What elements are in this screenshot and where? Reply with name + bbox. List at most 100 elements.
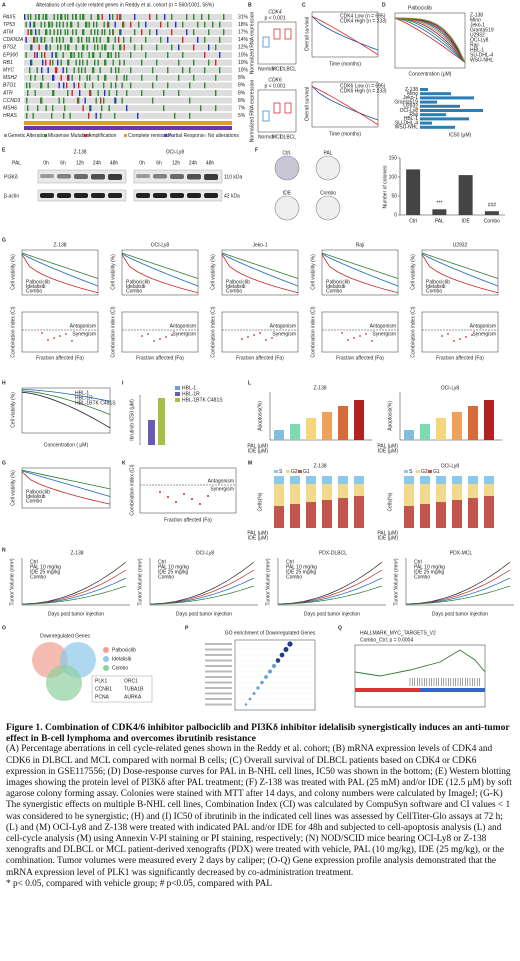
treatment-label: PAL <box>12 160 21 166</box>
ci-point <box>165 336 167 338</box>
alteration <box>164 14 166 20</box>
alteration <box>31 44 33 51</box>
alteration <box>130 36 132 43</box>
alteration <box>59 36 61 43</box>
alteration <box>182 52 184 58</box>
alteration <box>71 36 73 43</box>
axis-title: Cells(%) <box>257 492 263 511</box>
alteration <box>45 14 47 20</box>
legend-label: IDE 25 mg/kg <box>286 569 317 575</box>
panel-title: Downregulated Genes <box>40 633 90 639</box>
protein-label: PI3Kδ <box>4 174 18 180</box>
annotation: Antagonism <box>170 323 196 329</box>
alteration <box>115 67 117 74</box>
curve <box>311 85 379 121</box>
annotation: Synergism <box>472 331 496 337</box>
legend-label: HBL-1 <box>182 385 196 391</box>
alteration <box>75 44 77 51</box>
term-label <box>205 654 232 656</box>
alteration <box>40 97 42 104</box>
dot <box>275 658 281 663</box>
annotation: Synergism <box>272 331 296 337</box>
alteration <box>119 59 121 66</box>
axis-title: Days post tumor injection <box>48 611 104 617</box>
ic50-bar <box>420 88 428 91</box>
alteration <box>88 112 90 119</box>
alteration <box>60 59 62 66</box>
alteration <box>25 21 27 28</box>
time-label: 12h <box>76 160 85 166</box>
alteration <box>94 29 96 36</box>
curve <box>21 390 111 415</box>
alteration <box>219 21 221 28</box>
alteration <box>95 112 97 119</box>
alteration <box>104 90 106 96</box>
alteration <box>79 14 81 20</box>
panel-title: Z-138 <box>313 385 326 391</box>
alteration <box>171 44 173 51</box>
alteration <box>93 36 95 43</box>
axis-title: Normalized RNA expression <box>249 80 255 143</box>
alteration <box>79 59 81 66</box>
legend-label: CDK6 High (n = 233) <box>340 88 387 94</box>
panel-letter: B <box>248 2 252 8</box>
group-label: MCL <box>272 66 283 72</box>
panel-title: OCI-Ly8 <box>196 550 215 556</box>
alteration <box>38 14 40 20</box>
ci-point <box>167 496 169 498</box>
alteration <box>112 14 114 20</box>
alteration <box>90 90 92 96</box>
stack <box>290 484 300 504</box>
alteration <box>33 21 35 28</box>
alteration <box>41 52 43 58</box>
alteration <box>56 67 58 74</box>
percent-label: 8% <box>238 90 246 96</box>
box <box>273 28 281 40</box>
plot-frame <box>257 21 297 65</box>
gene-label: CCND3 <box>3 98 20 104</box>
alteration <box>141 74 143 81</box>
alteration <box>112 44 114 51</box>
alteration <box>156 44 158 51</box>
alteration <box>56 36 58 43</box>
bar <box>432 209 447 215</box>
track <box>24 52 232 58</box>
panel-title: PDX-MCL <box>450 550 473 556</box>
percent-label: 14% <box>238 37 249 43</box>
alteration <box>40 82 42 89</box>
alteration <box>73 52 75 58</box>
alteration <box>37 105 39 112</box>
gene-label: TP53 <box>3 22 15 28</box>
alteration <box>26 112 28 119</box>
alteration <box>94 44 96 51</box>
alteration <box>204 36 206 43</box>
alteration <box>204 52 206 58</box>
alteration <box>38 44 40 51</box>
rank-bar <box>420 688 485 692</box>
stack <box>420 504 430 528</box>
ci-point <box>141 335 143 337</box>
alteration <box>123 21 125 28</box>
gene-box <box>91 675 153 703</box>
alteration <box>53 29 55 36</box>
ci-point <box>159 338 161 340</box>
curve <box>221 252 299 279</box>
dot <box>248 697 252 701</box>
caption: Figure 1. Combination of CDK4/6 inhibito… <box>6 722 514 890</box>
track <box>24 97 232 104</box>
alteration <box>93 52 95 58</box>
alteration <box>34 36 36 43</box>
ci-point <box>353 337 355 339</box>
percent-label: 12% <box>238 45 249 51</box>
bar-shape <box>404 430 414 440</box>
legend-label: G2 <box>421 469 428 475</box>
ci-point <box>341 332 343 334</box>
gene-label: AURKA <box>124 694 142 700</box>
alteration <box>152 67 154 74</box>
bar-shape <box>306 418 316 440</box>
plot-frame <box>139 467 237 514</box>
gene-label: BTG1 <box>3 83 16 89</box>
legend-label: Palbociclib <box>26 489 50 495</box>
band <box>153 174 167 179</box>
ic50-bar <box>420 92 451 96</box>
